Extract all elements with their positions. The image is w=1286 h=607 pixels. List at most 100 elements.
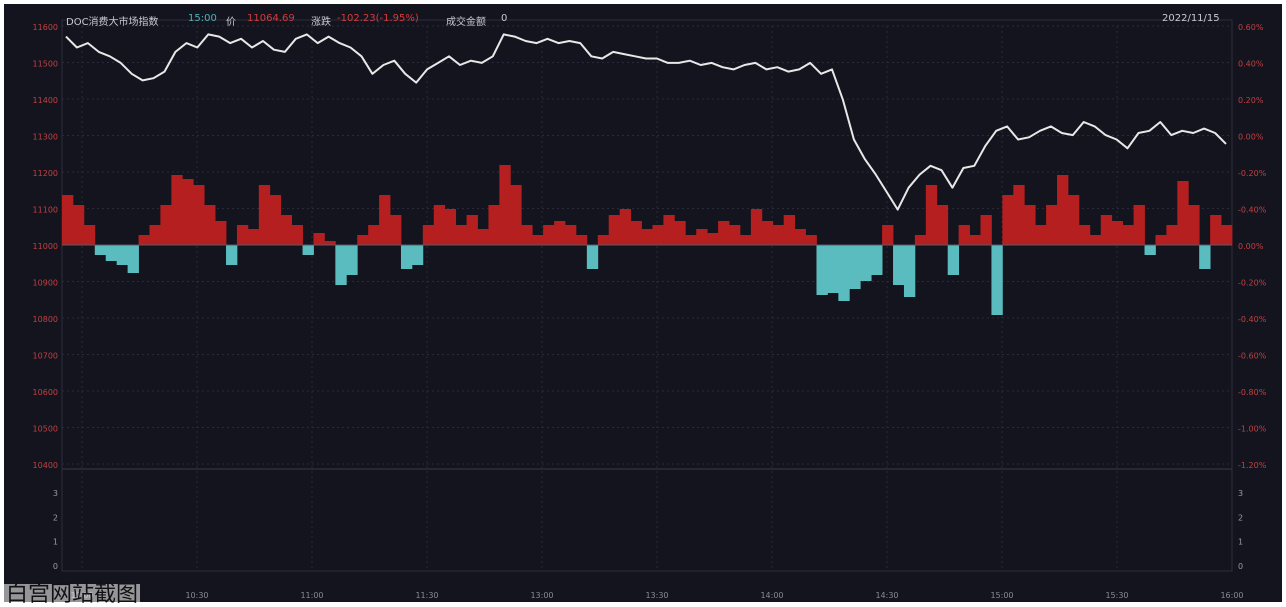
up-bar — [783, 215, 796, 245]
up-bar — [980, 215, 992, 245]
volume-value: 0 — [501, 13, 508, 24]
up-bar — [258, 185, 271, 245]
x-axis-tick: 13:30 — [645, 591, 668, 600]
watermark-caption: 白宫网站截图 — [4, 582, 141, 607]
down-bar — [816, 245, 828, 295]
right-axis-tick: -0.40% — [1238, 315, 1267, 324]
right-axis-tick: -0.20% — [1238, 279, 1267, 288]
down-bar — [871, 245, 883, 275]
up-bar — [630, 221, 642, 245]
up-bar — [1046, 205, 1058, 245]
up-bar — [149, 225, 161, 245]
up-bar — [455, 225, 467, 245]
up-bar — [466, 215, 478, 245]
volume-axis-tick-left: 2 — [53, 513, 58, 522]
volume-axis-tick-right: 3 — [1238, 489, 1243, 498]
up-bar — [171, 175, 183, 245]
chart-frame: 11600 11500 11400 11300 11200 11100 11000 10900… — [4, 4, 1282, 602]
down-bar — [947, 245, 960, 275]
down-bar — [335, 245, 347, 285]
right-axis-tick: -1.20% — [1238, 461, 1267, 470]
up-bar — [1089, 235, 1102, 245]
up-bar — [204, 205, 216, 245]
up-bar — [543, 225, 555, 245]
up-bar — [138, 235, 150, 245]
up-bar — [597, 235, 610, 245]
volume-axis-tick-left: 0 — [53, 562, 58, 571]
up-bar — [1177, 181, 1189, 245]
up-bar — [936, 205, 949, 245]
up-bar — [72, 205, 85, 245]
up-bar — [794, 229, 806, 245]
x-axis-tick: 16:00 — [1220, 591, 1243, 600]
up-bar — [718, 221, 730, 245]
left-axis-tick: 10400 — [33, 461, 58, 470]
up-bar — [280, 215, 293, 245]
up-bar — [444, 209, 457, 245]
up-bar — [882, 225, 894, 245]
up-bar — [663, 215, 675, 245]
down-bar — [838, 245, 850, 301]
left-axis-tick: 10500 — [33, 425, 58, 434]
up-bar — [739, 235, 752, 245]
down-bar — [400, 245, 413, 269]
up-bar — [1100, 215, 1113, 245]
price-line — [65, 33, 1227, 211]
right-axis-tick: -0.80% — [1238, 388, 1267, 397]
index-name: DOC消费大市场指数 — [66, 17, 159, 28]
down-bar — [860, 245, 872, 281]
up-bar — [422, 225, 435, 245]
chart-background — [4, 4, 1282, 602]
down-bar — [1199, 245, 1211, 269]
left-axis-tick: 11100 — [33, 206, 58, 215]
left-axis-tick: 11500 — [33, 60, 58, 69]
up-bar — [499, 165, 511, 245]
down-bar — [302, 245, 314, 255]
down-bar — [127, 245, 139, 273]
up-bar — [62, 195, 74, 245]
up-bar — [652, 225, 664, 245]
up-bar — [477, 229, 489, 245]
right-axis-tick: -1.00% — [1238, 425, 1267, 434]
left-axis-tick: 10900 — [33, 279, 58, 288]
x-axis-tick: 13:00 — [530, 591, 553, 600]
left-axis-tick: 11000 — [33, 242, 58, 251]
up-bar — [291, 225, 303, 245]
x-axis-tick: 11:30 — [415, 591, 438, 600]
up-bar — [247, 229, 260, 245]
right-axis: 0.60% 0.40% 0.20% 0.00% -0.20% -0.40% 0.00% -0.… — [1238, 23, 1267, 470]
up-bar — [433, 205, 446, 245]
grid — [61, 19, 1233, 572]
up-bar — [1057, 175, 1069, 245]
price-label: 价 — [226, 17, 236, 28]
volume-axis-tick-right: 1 — [1238, 538, 1243, 547]
up-bar — [1210, 215, 1222, 245]
up-bar — [554, 221, 566, 245]
down-bar — [226, 245, 238, 265]
down-bar — [849, 245, 861, 289]
down-bar — [411, 245, 424, 265]
price-series-line — [65, 33, 1227, 211]
left-axis-tick: 11200 — [33, 169, 58, 178]
up-bar — [685, 235, 697, 245]
up-bar — [729, 225, 741, 245]
down-bar — [893, 245, 905, 285]
up-bar — [532, 235, 544, 245]
left-axis-tick: 11400 — [33, 96, 58, 105]
right-axis-tick: 0.00% — [1238, 133, 1264, 142]
up-bar — [83, 225, 96, 245]
up-bar — [1035, 225, 1047, 245]
up-bar — [1122, 225, 1134, 245]
up-bar — [914, 235, 927, 245]
time-label: 15:00 — [188, 13, 217, 24]
up-bar — [805, 235, 817, 245]
x-axis-tick: 11:00 — [300, 591, 323, 600]
up-bar — [619, 209, 631, 245]
x-axis-tick: 15:30 — [1105, 591, 1128, 600]
up-bar — [641, 229, 653, 245]
volume-axis: 3 3 2 2 1 1 0 0 — [53, 489, 1243, 571]
intraday-chart: 1160011500114001130011200111001100010900… — [4, 4, 1282, 602]
change-value: -102.23(-1.95%) — [337, 13, 419, 24]
up-bar — [368, 225, 380, 245]
left-axis-tick: 11300 — [33, 133, 58, 142]
